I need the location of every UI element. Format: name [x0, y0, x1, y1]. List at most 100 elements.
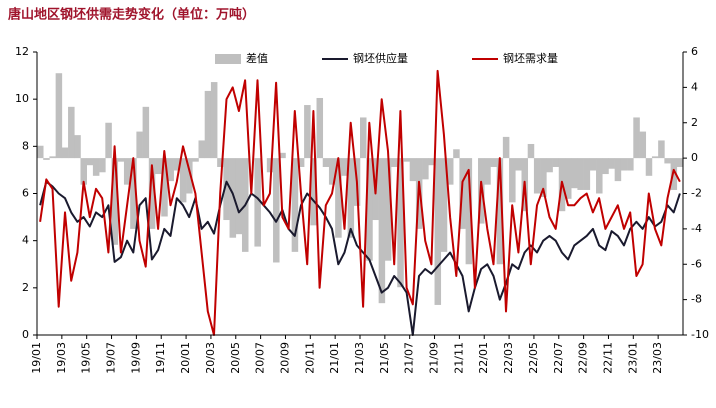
x-tick-label: 21/01 — [328, 342, 341, 374]
diff-bar — [74, 135, 81, 159]
diff-bar — [179, 158, 187, 203]
x-tick-label: 23/01 — [626, 342, 639, 374]
y2-tick-label: -10 — [691, 328, 709, 341]
diff-bar — [391, 158, 398, 167]
x-tick-label: 19/03 — [55, 342, 68, 374]
diff-bar — [123, 158, 131, 185]
diff-bar — [217, 158, 224, 167]
diff-bar — [117, 158, 125, 162]
diff-bar — [496, 158, 504, 265]
diff-bar — [409, 158, 417, 182]
diff-bar — [502, 136, 510, 159]
y-tick-label: 2 — [22, 281, 29, 294]
diff-bar — [316, 97, 324, 159]
diff-bar — [167, 158, 174, 182]
diff-bar — [670, 158, 678, 190]
diff-bar — [564, 158, 572, 199]
diff-bar — [633, 117, 640, 159]
diff-bar — [99, 158, 106, 173]
diff-bar — [204, 90, 212, 159]
diff-bar — [198, 140, 206, 159]
x-tick-label: 21/11 — [452, 342, 465, 374]
y2-tick-label: -8 — [691, 293, 702, 306]
diff-bar — [92, 158, 100, 176]
diff-bar — [68, 106, 75, 159]
diff-bar — [235, 158, 243, 235]
diff-bar — [341, 158, 348, 176]
diff-bar — [105, 122, 112, 159]
diff-bar — [440, 158, 448, 252]
y-tick-label: 6 — [22, 187, 29, 200]
diff-bar — [639, 131, 647, 159]
diff-bar — [279, 152, 286, 159]
diff-bar — [596, 158, 603, 194]
diff-bar — [322, 158, 330, 167]
diff-bar — [651, 156, 659, 159]
legend-label: 差值 — [246, 51, 268, 65]
x-tick-label: 20/01 — [179, 342, 192, 374]
diff-bar — [223, 158, 230, 221]
diff-bar — [509, 158, 516, 203]
diff-bar — [527, 143, 535, 159]
diff-bar — [428, 158, 435, 166]
y-tick-label: 12 — [15, 45, 29, 58]
diff-bar — [111, 158, 119, 245]
y2-tick-label: 4 — [691, 80, 698, 93]
x-tick-label: 19/05 — [80, 342, 93, 374]
legend-swatch — [215, 54, 241, 64]
legend-label: 钢坯供应量 — [353, 51, 408, 65]
diff-bar — [273, 158, 280, 263]
x-tick-label: 22/01 — [477, 342, 490, 374]
x-tick-label: 20/07 — [254, 342, 267, 374]
diff-bar — [589, 158, 597, 171]
diff-bar — [446, 158, 454, 185]
y2-tick-label: -4 — [691, 222, 702, 235]
x-tick-label: 21/07 — [403, 342, 416, 374]
diff-bar — [136, 131, 143, 159]
x-tick-label: 19/09 — [129, 342, 142, 374]
diff-bar — [173, 158, 181, 171]
x-tick-label: 22/05 — [527, 342, 540, 374]
diff-bar — [86, 158, 94, 166]
diff-bar — [328, 158, 336, 185]
y-tick-label: 4 — [22, 234, 29, 247]
diff-bar — [484, 158, 491, 185]
diff-bar — [304, 105, 311, 159]
diff-bar — [676, 158, 684, 167]
diff-bar — [192, 158, 199, 162]
x-tick-label: 22/07 — [552, 342, 565, 374]
diff-bar — [403, 158, 410, 162]
diff-bar — [366, 158, 373, 261]
diff-bar — [384, 158, 392, 261]
legend-label: 钢坯需求量 — [503, 52, 558, 65]
diff-bar — [229, 158, 237, 238]
diff-bar — [335, 158, 342, 238]
y2-tick-label: 6 — [691, 45, 698, 58]
diff-bar — [583, 158, 591, 190]
diff-bar — [645, 158, 653, 176]
diff-bar — [49, 156, 56, 159]
diff-bar — [360, 117, 367, 159]
diff-bar — [515, 158, 522, 171]
diff-bar — [161, 158, 168, 217]
diff-bar — [577, 158, 584, 190]
diff-bar — [254, 158, 261, 247]
x-tick-label: 22/11 — [601, 342, 614, 374]
diff-bar — [43, 158, 50, 160]
diff-bar — [155, 158, 162, 175]
diff-bar — [55, 73, 63, 159]
diff-bar — [608, 158, 615, 169]
x-tick-label: 21/09 — [428, 342, 441, 374]
diff-bar — [347, 158, 355, 238]
diff-bar — [602, 158, 609, 175]
diff-bar — [80, 158, 87, 185]
diff-bar — [397, 158, 404, 288]
x-tick-label: 22/09 — [577, 342, 590, 374]
diff-bar — [291, 158, 299, 252]
x-tick-label: 20/05 — [229, 342, 242, 374]
diff-bar — [148, 158, 156, 229]
diff-bar — [620, 158, 628, 171]
diff-bar — [614, 158, 622, 182]
x-tick-label: 19/07 — [105, 342, 118, 374]
